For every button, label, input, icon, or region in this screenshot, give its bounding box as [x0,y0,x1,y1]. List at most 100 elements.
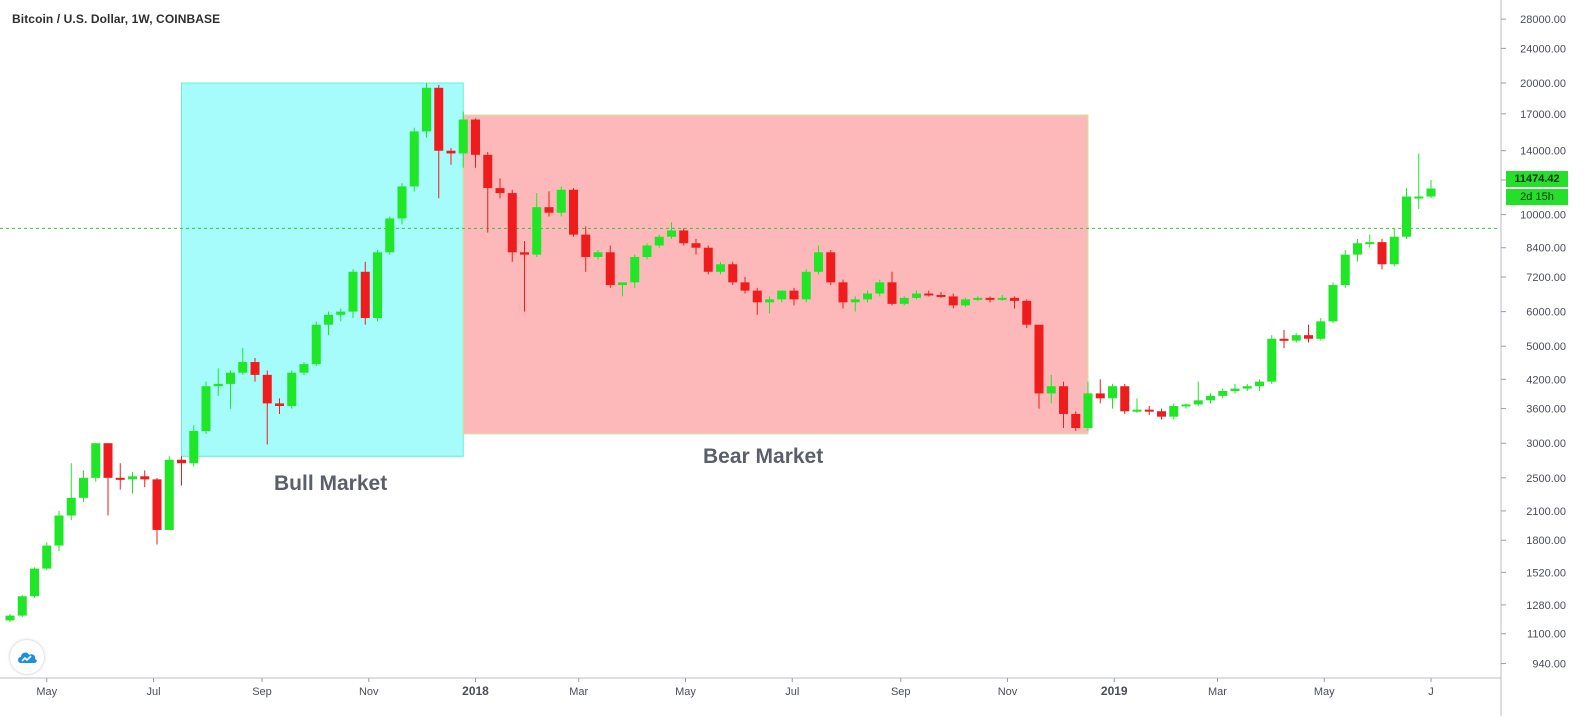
price-axis[interactable]: 940.00 1100.00 1280.00 1520.00 1800.00 2100.0… [1500,0,1586,716]
candle[interactable] [201,381,211,434]
candle[interactable] [373,249,382,322]
time-axis[interactable]: May Jul Sep Nov 2018 Mar May Jul Sep Nov 2019 Mar Ma… [0,677,1501,698]
candle[interactable] [1316,318,1326,341]
candle[interactable] [507,189,517,262]
candle[interactable] [618,282,627,297]
candle[interactable] [324,311,333,336]
candle[interactable] [605,245,615,288]
candle[interactable] [581,226,591,272]
candle[interactable] [1169,403,1179,420]
candle[interactable] [838,279,848,309]
candle[interactable] [311,321,321,367]
candle[interactable] [875,279,885,297]
candle[interactable] [1414,153,1424,210]
candle[interactable] [1218,388,1228,399]
bear-market-zone[interactable] [462,114,1089,435]
candle[interactable] [593,249,603,260]
candle[interactable] [1279,329,1289,349]
candle[interactable] [458,111,468,168]
candle[interactable] [103,443,113,516]
candle[interactable] [863,290,872,303]
candle[interactable] [642,243,652,260]
candle[interactable] [630,254,640,288]
candle[interactable] [152,477,162,545]
candle[interactable] [814,245,823,275]
candle[interactable] [752,287,762,315]
candle[interactable] [471,118,480,168]
candle[interactable] [226,370,235,409]
candle[interactable] [716,261,725,275]
candle[interactable] [1157,408,1166,420]
candle[interactable] [1095,379,1105,404]
candle[interactable] [777,290,787,303]
candle[interactable] [238,348,248,375]
candle[interactable] [740,276,750,294]
candle[interactable] [91,443,101,482]
candle[interactable] [556,186,566,217]
candle[interactable] [1083,381,1093,431]
candle[interactable] [789,287,799,306]
candle[interactable] [1353,238,1362,262]
candle[interactable] [1059,381,1068,429]
candle[interactable] [385,216,395,255]
candle[interactable] [1402,188,1411,239]
candle[interactable] [409,127,419,192]
candle[interactable] [826,249,836,286]
candle[interactable] [948,293,958,309]
candle[interactable] [1181,403,1191,409]
candle[interactable] [520,241,529,312]
candle[interactable] [569,188,578,237]
candle[interactable] [985,296,995,303]
candle[interactable] [17,594,27,618]
candle[interactable] [5,614,15,622]
candle[interactable] [66,463,76,521]
candle[interactable] [164,456,174,530]
candle[interactable] [532,193,542,257]
candle[interactable] [1034,324,1044,409]
candle[interactable] [654,234,664,248]
candle[interactable] [801,269,811,303]
candle[interactable] [1426,179,1436,199]
candle[interactable] [1304,324,1313,343]
candle[interactable] [42,542,52,570]
candle[interactable] [899,296,909,306]
candle[interactable] [1328,282,1338,324]
candle[interactable] [679,228,689,246]
candle[interactable] [850,296,860,312]
candle[interactable] [1242,383,1252,391]
candle[interactable] [1389,228,1399,267]
candle[interactable] [262,370,272,445]
candle[interactable] [1377,238,1387,270]
candle[interactable] [1120,383,1130,414]
candle[interactable] [765,296,774,314]
candle[interactable] [360,261,370,325]
candle[interactable] [691,238,701,255]
candle[interactable] [177,456,186,486]
candle[interactable] [887,271,897,306]
candle[interactable] [1144,405,1154,416]
candle[interactable] [336,308,346,322]
candle[interactable] [299,362,309,375]
candle[interactable] [1108,383,1117,409]
candle[interactable] [483,152,493,233]
candle[interactable] [422,83,431,138]
candle[interactable] [54,510,64,552]
candle[interactable] [1267,335,1277,384]
candle[interactable] [189,425,199,467]
candle[interactable] [728,261,738,286]
candle[interactable] [973,296,983,301]
candle[interactable] [115,463,125,490]
candle[interactable] [250,357,260,382]
candle[interactable] [1010,296,1019,309]
candle[interactable] [1193,381,1203,406]
candle[interactable] [936,292,946,298]
candle[interactable] [446,148,456,165]
candle[interactable] [1340,249,1350,288]
candle[interactable] [703,245,713,275]
candle[interactable] [1046,374,1056,404]
candle[interactable] [1206,393,1215,404]
bull-market-zone[interactable] [181,82,464,457]
candle[interactable] [961,297,970,307]
